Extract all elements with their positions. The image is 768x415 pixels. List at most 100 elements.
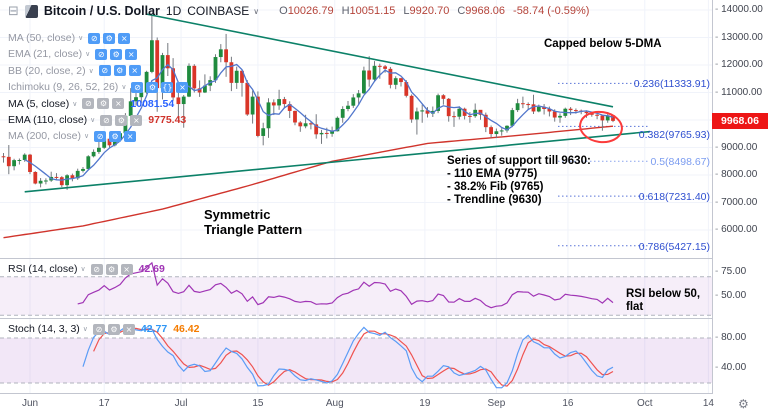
chevron-down-icon[interactable]: ∨ <box>78 34 84 42</box>
close-icon[interactable]: × <box>118 32 131 44</box>
settings-icon[interactable]: ⚙ <box>110 48 123 60</box>
settings-icon[interactable]: ⚙ <box>103 32 116 44</box>
indicator-legend-row: MA (5, close) ∨ ⊘ ⚙ × 10081.54 <box>8 97 174 111</box>
indicator-label: RSI (14, close) <box>8 263 78 275</box>
settings-icon[interactable]: ⚙ <box>105 263 118 275</box>
settings-icon[interactable]: ⚙ <box>107 323 120 335</box>
open-label: O <box>279 5 288 17</box>
collapse-pane-icon[interactable]: ⊟ <box>8 3 19 19</box>
upper-triangle-trendline <box>146 13 614 108</box>
time-tick: 16 <box>562 398 574 409</box>
price-tick: - 8000.00 <box>715 169 758 180</box>
indicator-value: 42.77 <box>140 323 168 335</box>
stoch-tick: - 40.00 <box>715 362 747 373</box>
annotation-symmetric-triangle: Symmetric Triangle Pattern <box>204 207 303 237</box>
open-value: 10026.79 <box>287 5 334 17</box>
low-value: 9920.70 <box>409 5 450 17</box>
chevron-down-icon[interactable]: ∨ <box>253 6 260 16</box>
symbol-title[interactable]: Bitcoin / U.S. Dollar <box>43 4 160 18</box>
braces-icon[interactable]: {} <box>161 81 174 93</box>
indicator-legend-row: Ichimoku (9, 26, 52, 26) ∨ ⊘ ⚙{} × <box>8 80 189 94</box>
time-tick: Jul <box>174 398 188 409</box>
hide-icon[interactable]: ⊘ <box>82 98 95 110</box>
chevron-down-icon[interactable]: ∨ <box>82 325 88 333</box>
indicator-label: EMA (110, close) <box>8 114 88 126</box>
settings-icon[interactable]: ⚙ <box>113 65 126 77</box>
close-value: 9968.06 <box>465 5 506 17</box>
interval-label[interactable]: 1D <box>165 4 182 18</box>
settings-icon[interactable]: ⚙ <box>109 130 122 142</box>
last-price-tag: 9968.06 <box>712 113 768 129</box>
ma5-line <box>24 63 614 181</box>
indicator-label: EMA (21, close) <box>8 48 83 61</box>
chevron-down-icon[interactable]: ∨ <box>83 132 90 141</box>
close-icon[interactable]: × <box>120 263 133 275</box>
indicator-label: MA (50, close) <box>8 32 76 44</box>
indicator-label: BB (20, close, 2) <box>8 64 86 77</box>
close-icon[interactable]: × <box>130 114 143 126</box>
indicator-label: MA (200, close) <box>8 130 81 143</box>
hide-icon[interactable]: ⊘ <box>92 323 105 335</box>
chevron-down-icon[interactable]: ∨ <box>121 83 127 92</box>
settings-icon[interactable]: ⚙ <box>97 98 110 110</box>
ema110-line <box>3 125 614 239</box>
trendlines <box>24 13 651 193</box>
stoch-tick: - 80.00 <box>715 332 747 343</box>
price-tick: - 7000.00 <box>715 196 758 208</box>
price-tick: - 9000.00 <box>715 141 758 153</box>
close-icon[interactable]: × <box>128 65 141 77</box>
fib-level-label: 0.382(9765.93) <box>638 129 710 142</box>
chevron-down-icon[interactable]: ∨ <box>85 50 91 59</box>
chevron-down-icon[interactable]: ∨ <box>72 99 78 108</box>
close-icon[interactable]: × <box>176 81 189 93</box>
time-tick: Oct <box>637 398 653 409</box>
annotation-capped-below-5dma: Capped below 5-DMA <box>544 38 662 50</box>
settings-icon[interactable]: ⚙ <box>115 114 128 126</box>
ohlc-readout: O10026.79 H10051.15 L9920.70 C9968.06 -5… <box>279 5 589 17</box>
close-icon[interactable]: × <box>112 98 125 110</box>
fib-level-label: 0.236(11333.91) <box>633 78 710 91</box>
chevron-down-icon[interactable]: ∨ <box>90 116 96 124</box>
fib-level-label: 0.618(7231.40) <box>638 191 710 204</box>
chart-header: ⊟ Bitcoin / U.S. Dollar 1D COINBASE ∨ O1… <box>8 4 589 18</box>
fib-level-label: 0.5(8498.67) <box>650 156 710 169</box>
price-axis[interactable] <box>713 0 768 415</box>
hide-icon[interactable]: ⊘ <box>98 65 111 77</box>
fib-level-label: 0.786(5427.15) <box>638 240 710 253</box>
hide-icon[interactable]: ⊘ <box>100 114 113 126</box>
hide-icon[interactable]: ⊘ <box>90 263 103 275</box>
indicator-value: 10081.54 <box>130 97 175 110</box>
annotation-support-series: Series of support till 9630: - 110 EMA (… <box>447 155 591 206</box>
indicator-bands <box>0 276 712 384</box>
settings-icon[interactable]: ⚙ <box>146 81 159 93</box>
exchange-label[interactable]: COINBASE <box>187 4 250 18</box>
fib-retracement-lines <box>558 82 648 247</box>
chevron-down-icon[interactable]: ∨ <box>88 66 94 75</box>
lower-triangle-trendline <box>24 130 651 193</box>
close-icon[interactable]: × <box>122 323 135 335</box>
indicator-legend-row: EMA (21, close) ∨ ⊘ ⚙ × <box>8 47 138 61</box>
time-axis-gear-icon[interactable]: ⚙ <box>738 397 749 411</box>
indicator-legend-row: MA (50, close) ∨ ⊘ ⚙ × <box>8 31 131 45</box>
chevron-down-icon[interactable]: ∨ <box>80 265 86 273</box>
time-tick: 17 <box>98 398 110 409</box>
hide-icon[interactable]: ⊘ <box>94 130 107 142</box>
close-icon[interactable]: × <box>124 130 137 142</box>
price-tick: - 6000.00 <box>715 224 758 235</box>
time-tick: Sep <box>487 398 506 409</box>
indicator-value: 9775.43 <box>148 114 187 126</box>
indicator-label: Stoch (14, 3, 3) <box>8 323 80 335</box>
hide-icon[interactable]: ⊘ <box>88 32 101 44</box>
hide-icon[interactable]: ⊘ <box>95 48 108 60</box>
indicator-value: 42.69 <box>138 263 165 275</box>
stoch-d-line <box>93 327 614 387</box>
close-icon[interactable]: × <box>125 48 138 60</box>
hide-icon[interactable]: ⊘ <box>131 81 144 93</box>
price-tick: - 11000.00 <box>715 86 763 98</box>
indicator-legend-row: BB (20, close, 2) ∨ ⊘ ⚙ × <box>8 64 141 78</box>
indicator-legend-row: Stoch (14, 3, 3) ∨ ⊘ ⚙ × 42.77 46.42 <box>8 322 199 336</box>
time-axis[interactable] <box>0 394 768 415</box>
